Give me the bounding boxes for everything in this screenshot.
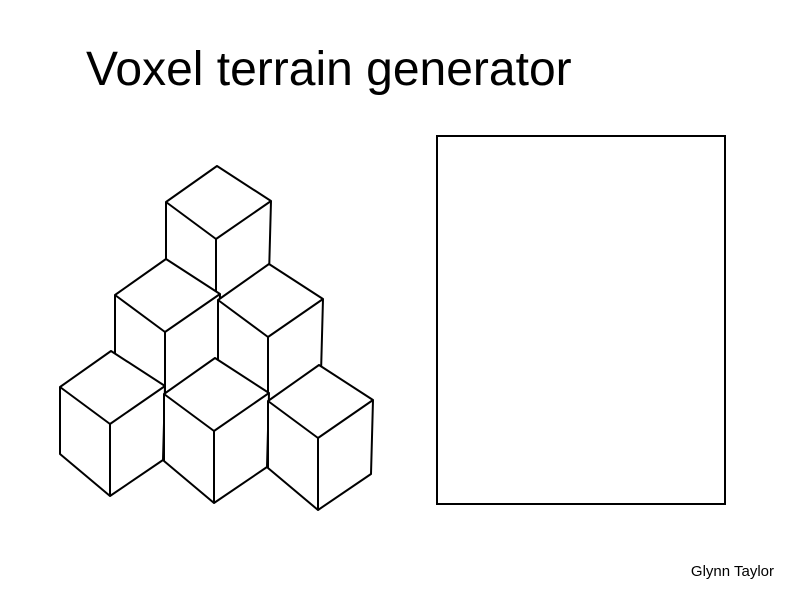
- slide-title: Voxel terrain generator: [86, 43, 572, 96]
- voxel-cube: [163, 357, 270, 504]
- voxel-cube-stack: [59, 165, 374, 511]
- voxel-cube: [59, 350, 166, 497]
- author-credit: Glynn Taylor: [690, 563, 774, 580]
- voxel-cube: [267, 364, 374, 511]
- empty-output-panel: [436, 135, 726, 505]
